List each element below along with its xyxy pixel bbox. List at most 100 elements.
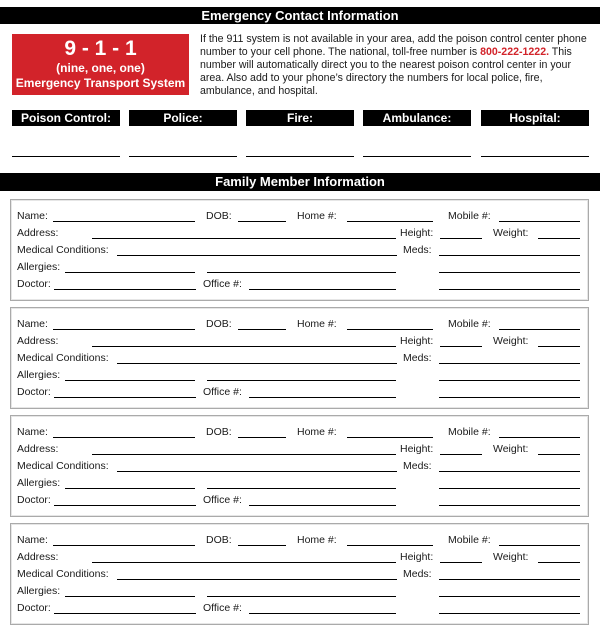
contact-entry-line[interactable]: [12, 156, 120, 157]
office-label: Office #:: [203, 494, 242, 506]
contact-entry-line[interactable]: [363, 156, 471, 157]
address-label: Address:: [17, 227, 59, 239]
entry-line[interactable]: [92, 454, 396, 455]
entry-line[interactable]: [92, 346, 396, 347]
entry-line[interactable]: [440, 562, 482, 563]
office-label: Office #:: [203, 386, 242, 398]
doctor-label: Doctor:: [17, 494, 51, 506]
entry-line[interactable]: [92, 562, 396, 563]
entry-line[interactable]: [54, 397, 196, 398]
entry-line[interactable]: [65, 488, 195, 489]
entry-line[interactable]: [207, 380, 396, 381]
weight-label: Weight:: [493, 227, 529, 239]
entry-line[interactable]: [238, 545, 286, 546]
entry-line[interactable]: [207, 272, 396, 273]
entry-line[interactable]: [538, 454, 580, 455]
allergies-label: Allergies:: [17, 369, 61, 381]
entry-line[interactable]: [65, 596, 195, 597]
contact-entry-line[interactable]: [481, 156, 589, 157]
mobile-label: Mobile #:: [448, 426, 491, 438]
entry-line[interactable]: [53, 221, 195, 222]
911-system: Emergency Transport System: [15, 76, 186, 90]
entry-line[interactable]: [439, 397, 580, 398]
entry-line[interactable]: [117, 471, 397, 472]
entry-line[interactable]: [439, 380, 580, 381]
contact-label-ambulance: Ambulance:: [363, 110, 471, 126]
doctor-label: Doctor:: [17, 386, 51, 398]
entry-line[interactable]: [439, 255, 580, 256]
entry-line[interactable]: [65, 272, 195, 273]
entry-line[interactable]: [347, 545, 433, 546]
entry-line[interactable]: [439, 488, 580, 489]
entry-line[interactable]: [439, 272, 580, 273]
entry-line[interactable]: [238, 437, 286, 438]
entry-line[interactable]: [538, 562, 580, 563]
entry-line[interactable]: [53, 329, 195, 330]
family-member-card: Name: DOB: Home #: Mobile #: Address: Height:…: [10, 415, 589, 517]
entry-line[interactable]: [499, 545, 580, 546]
meds-label: Meds:: [403, 568, 432, 580]
height-label: Height:: [400, 443, 434, 455]
entry-line[interactable]: [439, 596, 580, 597]
meds-label: Meds:: [403, 352, 432, 364]
entry-line[interactable]: [499, 221, 580, 222]
entry-line[interactable]: [499, 329, 580, 330]
entry-line[interactable]: [439, 289, 580, 290]
entry-line[interactable]: [499, 437, 580, 438]
entry-line[interactable]: [238, 329, 286, 330]
entry-line[interactable]: [54, 289, 196, 290]
mobile-label: Mobile #:: [448, 534, 491, 546]
allergies-label: Allergies:: [17, 585, 61, 597]
entry-line[interactable]: [440, 454, 482, 455]
allergies-label: Allergies:: [17, 261, 61, 273]
entry-line[interactable]: [238, 221, 286, 222]
entry-line[interactable]: [54, 613, 196, 614]
entry-line[interactable]: [249, 289, 396, 290]
medical-label: Medical Conditions:: [17, 352, 109, 364]
entry-line[interactable]: [117, 363, 397, 364]
entry-line[interactable]: [65, 380, 195, 381]
entry-line[interactable]: [347, 437, 433, 438]
entry-line[interactable]: [53, 545, 195, 546]
entry-line[interactable]: [53, 437, 195, 438]
intro-before: If the 911 system is not available in yo…: [200, 33, 587, 58]
dob-label: DOB:: [206, 318, 232, 330]
entry-line[interactable]: [439, 363, 580, 364]
family-member-header: Family Member Information: [0, 173, 600, 191]
entry-line[interactable]: [117, 255, 397, 256]
entry-line[interactable]: [439, 505, 580, 506]
entry-line[interactable]: [347, 221, 433, 222]
entry-line[interactable]: [207, 596, 396, 597]
entry-line[interactable]: [439, 579, 580, 580]
entry-line[interactable]: [207, 488, 396, 489]
family-member-card: Name: DOB: Home #: Mobile #: Address: Height:…: [10, 307, 589, 409]
entry-line[interactable]: [347, 329, 433, 330]
home-label: Home #:: [297, 534, 337, 546]
height-label: Height:: [400, 551, 434, 563]
entry-line[interactable]: [440, 238, 482, 239]
entry-line[interactable]: [249, 505, 396, 506]
doctor-label: Doctor:: [17, 278, 51, 290]
contact-entry-line[interactable]: [129, 156, 237, 157]
home-label: Home #:: [297, 210, 337, 222]
meds-label: Meds:: [403, 244, 432, 256]
height-label: Height:: [400, 227, 434, 239]
911-number: 9 - 1 - 1: [64, 37, 137, 60]
entry-line[interactable]: [249, 397, 396, 398]
entry-line[interactable]: [538, 238, 580, 239]
entry-line[interactable]: [54, 505, 196, 506]
entry-line[interactable]: [117, 579, 397, 580]
height-label: Height:: [400, 335, 434, 347]
contact-label-fire: Fire:: [246, 110, 354, 126]
entry-line[interactable]: [249, 613, 396, 614]
entry-line[interactable]: [92, 238, 396, 239]
medical-label: Medical Conditions:: [17, 568, 109, 580]
entry-line[interactable]: [439, 613, 580, 614]
contact-entry-line[interactable]: [246, 156, 354, 157]
name-label: Name:: [17, 534, 48, 546]
entry-line[interactable]: [440, 346, 482, 347]
entry-line[interactable]: [538, 346, 580, 347]
entry-line[interactable]: [439, 471, 580, 472]
911-spelled: (nine, one, one): [56, 61, 145, 75]
weight-label: Weight:: [493, 335, 529, 347]
